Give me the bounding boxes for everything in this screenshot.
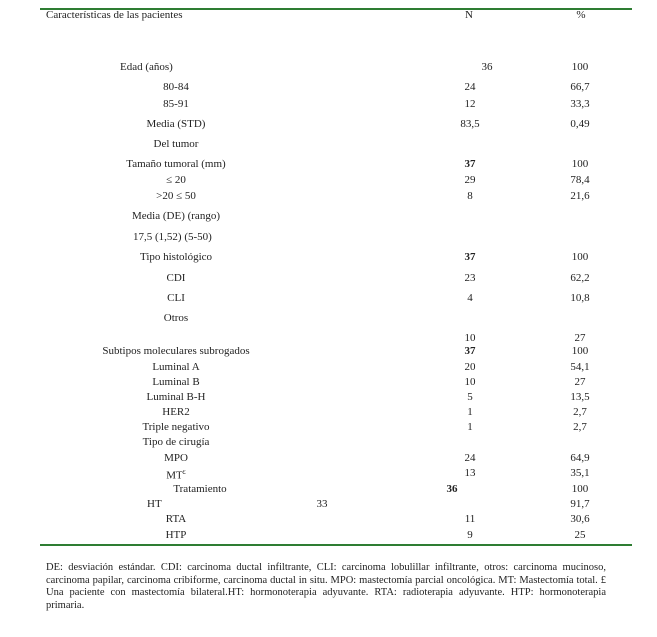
row-pct: 62,2 [570,272,590,284]
row-n: 5 [467,391,473,403]
row-label: RTA [165,513,187,525]
row-pct: 27 [574,332,586,344]
row-pct: 100 [571,345,589,357]
row-label: 80-84 [163,81,189,93]
row-n: 37 [464,345,476,357]
row-pct: 100 [571,61,589,73]
row-pct: 27 [574,376,586,388]
row-label: Tratamiento [173,483,227,495]
row-n: 24 [464,452,476,464]
table-bottom-rule [40,544,632,546]
row-label: Media (DE) (rango) [132,210,220,222]
row-label: CDI [166,272,186,284]
row-pct: 100 [571,158,589,170]
row-label: Otros [163,312,189,324]
row-label: Luminal A [152,361,200,373]
row-label: Del tumor [153,138,199,150]
row-pct: 100 [571,251,589,263]
row-pct: 78,4 [570,174,590,186]
row-label: Tamaño tumoral (mm) [126,158,226,170]
row-label: 85-91 [163,98,189,110]
header-label: Características de las pacientes [46,9,183,21]
row-pct: 35,1 [570,467,590,479]
row-pct: 66,7 [570,81,590,93]
row-n: 11 [464,513,476,525]
row-pct: 13,5 [570,391,590,403]
row-label: Media (STD) [146,118,206,130]
row-label: Edad (años) [120,61,173,73]
row-n: 24 [464,81,476,93]
row-n: 36 [481,61,493,73]
row-label: >20 ≤ 50 [156,190,196,202]
row-label: MT£ [166,469,186,482]
row-label: 17,5 (1,52) (5-50) [133,231,212,243]
row-pct: 2,7 [573,421,587,433]
row-n: 12 [464,98,476,110]
table-footnote: DE: desviación estándar. CDI: carcinoma … [46,562,606,611]
row-pct: 64,9 [570,452,590,464]
row-n: 37 [464,251,476,263]
row-label-superscript: £ [182,470,186,476]
header-n: N [465,9,473,21]
row-n: 8 [467,190,473,202]
row-label: Subtipos moleculares subrogados [102,345,250,357]
row-n: 9 [467,529,473,541]
row-pct: 10,8 [570,292,590,304]
row-n: 23 [464,272,476,284]
row-label: ≤ 20 [166,174,186,186]
row-pct: 21,6 [570,190,590,202]
row-n: 10 [464,332,476,344]
row-n: 10 [464,376,476,388]
row-label: Luminal B [152,376,200,388]
row-n: 20 [464,361,476,373]
row-label: CLI [167,292,185,304]
row-label: Triple negativo [142,421,210,433]
row-pct: 30,6 [570,513,590,525]
row-n: 1 [467,421,473,433]
row-pct: 0,49 [570,118,590,130]
row-n: 4 [467,292,473,304]
row-n: 1 [467,406,473,418]
header-pct: % [576,9,586,21]
row-pct: 100 [571,483,589,495]
row-n: 13 [464,467,476,479]
row-n: 33 [316,498,328,510]
row-label: MPO [164,452,188,464]
row-n: 83,5 [460,118,480,130]
row-label: Tipo de cirugía [142,436,210,448]
row-label: HT [147,498,162,510]
row-label: HTP [165,529,187,541]
row-pct: 33,3 [570,98,590,110]
row-label: HER2 [162,406,190,418]
row-n: 36 [446,483,458,495]
row-n: 37 [464,158,476,170]
row-label: Tipo histológico [139,251,213,263]
row-pct: 91,7 [570,498,590,510]
row-n: 29 [464,174,476,186]
table-top-rule [40,8,632,10]
row-pct: 25 [574,529,586,541]
row-label: Luminal B-H [146,391,206,403]
row-pct: 2,7 [573,406,587,418]
row-pct: 54,1 [570,361,590,373]
